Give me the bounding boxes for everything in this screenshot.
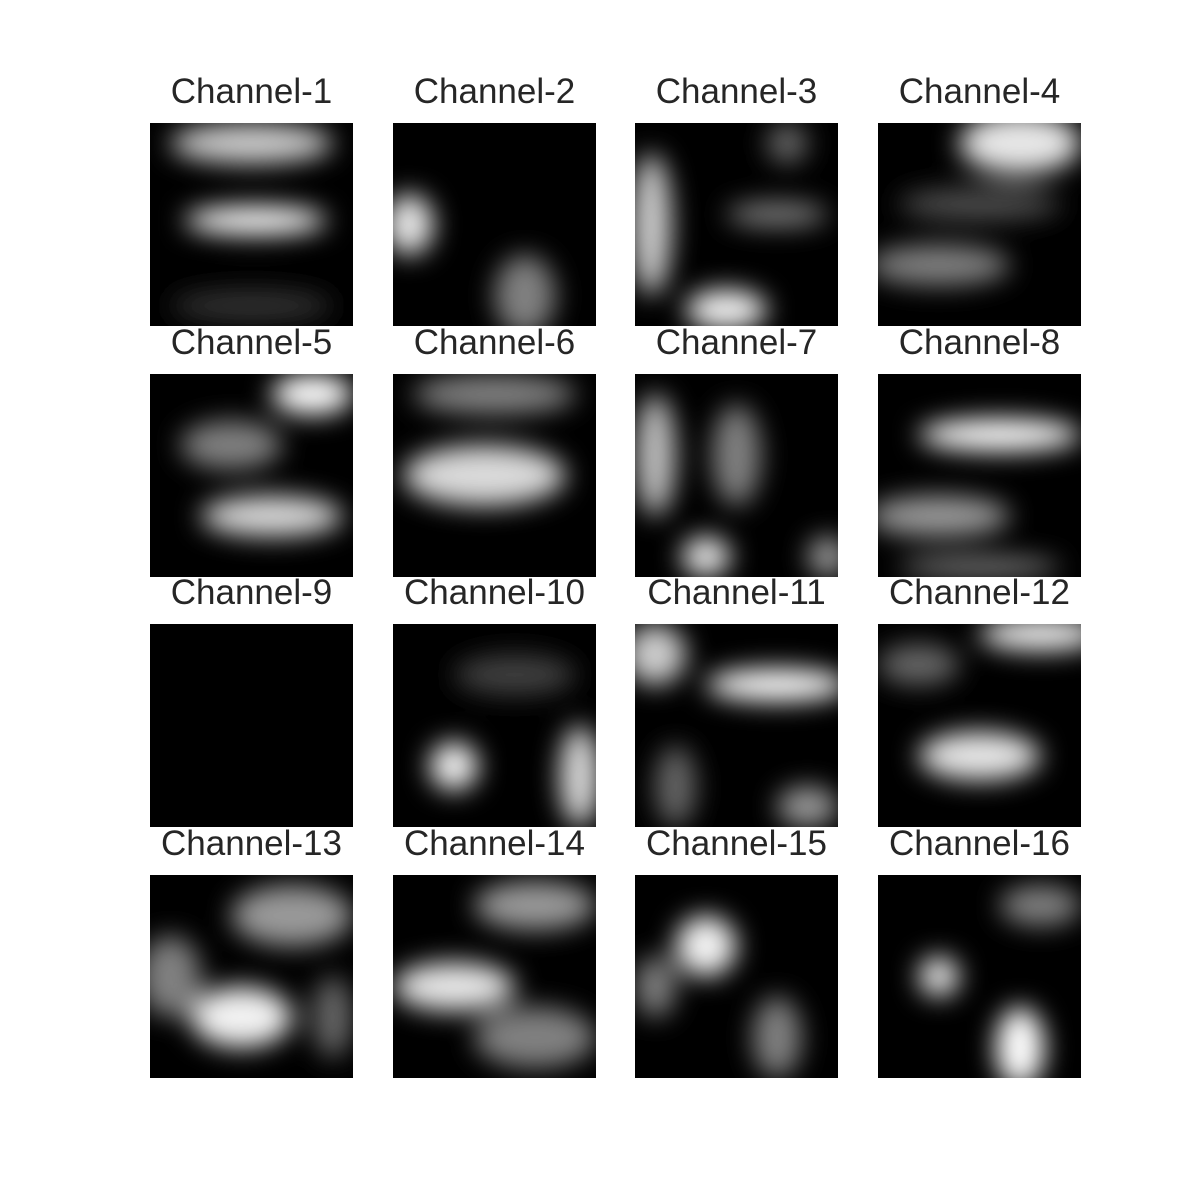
blob bbox=[453, 654, 576, 696]
blob bbox=[807, 536, 838, 577]
blobs bbox=[429, 654, 596, 827]
blob bbox=[170, 289, 333, 322]
image-background bbox=[150, 624, 353, 827]
panel-title: Channel-12 bbox=[889, 573, 1070, 612]
blob bbox=[184, 206, 327, 235]
blob bbox=[878, 495, 1010, 537]
blob bbox=[170, 123, 333, 164]
blob bbox=[995, 1006, 1045, 1078]
panel-title: Channel-4 bbox=[899, 72, 1061, 111]
panel-title: Channel-11 bbox=[647, 573, 825, 612]
blob bbox=[635, 153, 672, 296]
blob bbox=[898, 187, 1061, 221]
blob bbox=[675, 915, 737, 977]
panel-title: Channel-5 bbox=[171, 323, 333, 362]
feature-map bbox=[635, 624, 838, 827]
panel-title: Channel-3 bbox=[656, 72, 818, 111]
panel-title: Channel-7 bbox=[656, 323, 818, 362]
feature-map bbox=[393, 624, 596, 827]
blobs bbox=[635, 624, 838, 827]
blob bbox=[200, 495, 343, 537]
feature-map bbox=[878, 374, 1081, 577]
blob bbox=[918, 956, 960, 997]
blobs bbox=[878, 624, 1081, 781]
blobs bbox=[393, 194, 556, 326]
feature-map bbox=[878, 624, 1081, 827]
blob bbox=[271, 374, 353, 415]
blob bbox=[393, 194, 434, 255]
blob bbox=[312, 976, 353, 1058]
blob bbox=[878, 644, 960, 685]
blobs bbox=[403, 374, 576, 506]
panel-title: Channel-13 bbox=[161, 824, 342, 863]
blobs bbox=[170, 123, 333, 322]
blob bbox=[635, 956, 676, 1018]
panel-title: Channel-2 bbox=[414, 72, 576, 111]
feature-map bbox=[393, 123, 596, 326]
blob bbox=[393, 962, 515, 1012]
blob bbox=[403, 445, 566, 506]
blob bbox=[635, 624, 686, 685]
blob bbox=[681, 536, 731, 577]
blob bbox=[959, 123, 1081, 174]
blob bbox=[999, 885, 1081, 926]
blob bbox=[474, 1006, 596, 1068]
blobs bbox=[635, 915, 802, 1078]
blob bbox=[726, 202, 828, 227]
blob bbox=[706, 668, 838, 702]
panel-title: Channel-6 bbox=[414, 323, 576, 362]
blob bbox=[190, 986, 293, 1048]
feature-map bbox=[635, 123, 838, 326]
blob bbox=[559, 725, 596, 827]
blobs bbox=[635, 123, 828, 326]
panel-title: Channel-16 bbox=[889, 824, 1070, 863]
blob bbox=[494, 254, 556, 326]
blob bbox=[474, 881, 596, 930]
blob bbox=[150, 935, 201, 1018]
feature-map bbox=[393, 875, 596, 1078]
blob bbox=[979, 624, 1081, 651]
blob bbox=[878, 244, 1010, 286]
feature-map bbox=[635, 374, 838, 577]
blob bbox=[918, 418, 1081, 452]
feature-map bbox=[150, 875, 353, 1078]
blob bbox=[635, 394, 676, 517]
image-background bbox=[878, 374, 1081, 577]
blob bbox=[429, 741, 479, 791]
feature-map bbox=[150, 624, 353, 827]
feature-map bbox=[393, 374, 596, 577]
blob bbox=[180, 420, 282, 470]
panel-title: Channel-1 bbox=[171, 72, 333, 111]
blob bbox=[752, 996, 802, 1078]
blob bbox=[898, 556, 1061, 577]
blobs bbox=[635, 394, 838, 577]
panel-title: Channel-14 bbox=[404, 824, 585, 863]
feature-map bbox=[635, 875, 838, 1078]
panel-title: Channel-8 bbox=[899, 323, 1061, 362]
blob bbox=[918, 731, 1041, 781]
panel-title: Channel-15 bbox=[646, 824, 827, 863]
panel-title: Channel-9 bbox=[171, 573, 333, 612]
panel-title: Channel-10 bbox=[404, 573, 585, 612]
blobs bbox=[878, 123, 1081, 286]
blob bbox=[655, 745, 696, 827]
blobs bbox=[180, 374, 353, 537]
feature-map bbox=[878, 875, 1081, 1078]
blob bbox=[231, 885, 353, 947]
feature-map bbox=[150, 374, 353, 577]
blob bbox=[685, 289, 767, 326]
blob bbox=[413, 374, 576, 415]
blobs bbox=[878, 418, 1081, 577]
blob bbox=[712, 404, 761, 506]
feature-map bbox=[150, 123, 353, 326]
blobs bbox=[918, 885, 1081, 1078]
blob bbox=[766, 123, 808, 164]
feature-map bbox=[878, 123, 1081, 326]
blob bbox=[777, 786, 838, 827]
blobs bbox=[393, 881, 596, 1068]
blobs bbox=[150, 885, 353, 1058]
